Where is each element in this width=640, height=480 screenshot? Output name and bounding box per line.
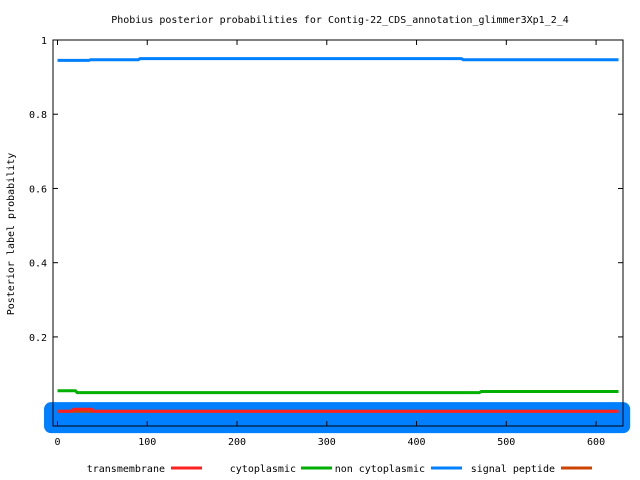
series-line-cytoplasmic <box>57 389 619 395</box>
y-tick-label: 0.6 <box>29 184 47 195</box>
series-lines <box>57 57 619 413</box>
legend-label: transmembrane <box>87 464 165 475</box>
legend-label: cytoplasmic <box>230 464 296 475</box>
y-tick-label: 1 <box>41 36 47 47</box>
sequence-band <box>44 402 631 434</box>
axis-ticks: 0 100 200 300 400 500 600 0.2 0.4 0.6 0.8 1 <box>29 36 623 448</box>
y-tick-label: 0.4 <box>29 259 47 270</box>
x-tick-label: 0 <box>54 437 60 448</box>
legend-label: non cytoplasmic <box>335 464 425 475</box>
legend-label: signal peptide <box>471 464 555 475</box>
legend: transmembrane cytoplasmic non cytoplasmic s… <box>87 464 592 475</box>
x-tick-label: 500 <box>497 437 515 448</box>
x-tick-label: 300 <box>318 437 336 448</box>
chart-title: Phobius posterior probabilities for Cont… <box>111 15 569 26</box>
x-tick-label: 200 <box>228 437 246 448</box>
x-tick-label: 400 <box>408 437 426 448</box>
y-tick-label: 0.2 <box>29 333 47 344</box>
x-tick-label: 100 <box>138 437 156 448</box>
sequence-band-bar <box>44 402 631 434</box>
plot-frame <box>52 39 624 427</box>
y-axis-label: Posterior label probability <box>6 153 17 316</box>
series-line-transmembrane <box>57 407 619 413</box>
series-line-non-cytoplasmic <box>57 57 619 62</box>
x-tick-label: 600 <box>587 437 605 448</box>
y-tick-label: 0.8 <box>29 110 47 121</box>
